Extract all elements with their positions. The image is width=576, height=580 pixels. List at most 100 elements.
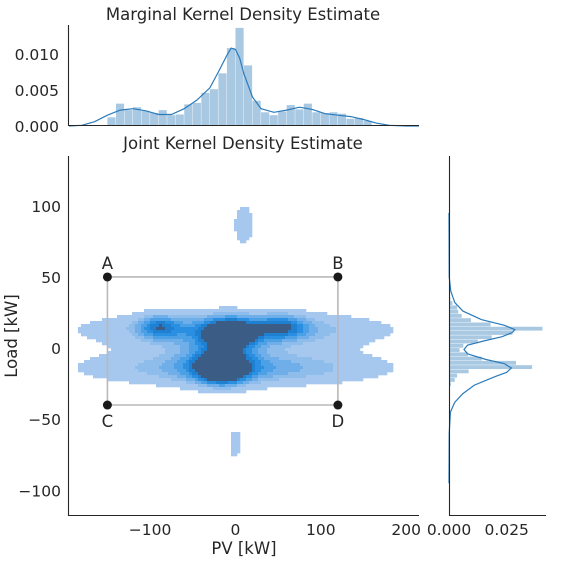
kde-contour-cell — [327, 336, 331, 340]
kde-contour-cell — [216, 321, 220, 325]
kde-contour-cell — [234, 369, 238, 373]
kde-contour-cell — [99, 333, 103, 337]
kde-contour-cell — [342, 360, 346, 364]
kde-contour-cell — [192, 330, 196, 334]
kde-contour-cell — [117, 330, 121, 334]
kde-contour-cell — [114, 321, 118, 325]
marginal-y-bar — [449, 356, 482, 361]
kde-contour-cell — [111, 321, 115, 325]
kde-contour-cell — [330, 354, 334, 358]
marginal-y-bar — [449, 352, 468, 357]
kde-contour-cell — [294, 363, 298, 367]
kde-contour-cell — [261, 366, 265, 370]
kde-contour-cell — [240, 315, 244, 319]
kde-contour-cell — [228, 309, 232, 313]
kde-contour-cell — [171, 324, 175, 328]
kde-contour-cell — [360, 372, 364, 376]
kde-contour-cell — [147, 342, 151, 346]
kde-contour-cell — [99, 339, 103, 343]
kde-contour-cell — [234, 357, 238, 361]
kde-contour-cell — [210, 357, 214, 361]
kde-contour-cell — [252, 378, 256, 382]
kde-contour-cell — [345, 357, 349, 361]
kde-contour-cell — [249, 375, 253, 379]
kde-contour-cell — [198, 345, 202, 349]
kde-contour-cell — [288, 336, 292, 340]
marginal-x-bar — [175, 114, 184, 126]
kde-contour-cell — [315, 360, 319, 364]
kde-contour-cell — [126, 357, 130, 361]
kde-contour-cell — [252, 315, 256, 319]
kde-contour-cell — [102, 336, 106, 340]
kde-contour-cell — [234, 324, 238, 328]
kde-contour-cell — [291, 333, 295, 337]
kde-contour-cell — [267, 321, 271, 325]
kde-contour-cell — [219, 360, 223, 364]
kde-contour-cell — [291, 327, 295, 331]
kde-contour-cell — [261, 336, 265, 340]
kde-contour-cell — [108, 345, 112, 349]
kde-contour-cell — [135, 345, 139, 349]
joint-xtick-label: −100 — [129, 521, 172, 539]
kde-contour-cell — [186, 336, 190, 340]
kde-contour-cell — [120, 354, 124, 358]
kde-contour-cell — [234, 441, 238, 445]
kde-contour-cell — [156, 369, 160, 373]
kde-contour-cell — [147, 381, 151, 385]
marginal-y-bar — [449, 322, 491, 327]
kde-contour-cell — [102, 333, 106, 337]
kde-contour-cell — [132, 354, 136, 358]
kde-contour-cell — [330, 360, 334, 364]
kde-contour-cell — [288, 378, 292, 382]
kde-contour-cell — [384, 324, 388, 328]
kde-contour-cell — [261, 384, 265, 388]
kde-contour-cell — [168, 339, 172, 343]
kde-contour-cell — [198, 363, 202, 367]
kde-contour-cell — [246, 384, 250, 388]
kde-contour-cell — [174, 366, 178, 370]
kde-contour-cell — [174, 333, 178, 337]
kde-contour-cell — [177, 342, 181, 346]
kde-contour-cell — [312, 330, 316, 334]
kde-contour-cell — [333, 372, 337, 376]
kde-contour-cell — [351, 333, 355, 337]
kde-contour-cell — [360, 378, 364, 382]
kde-contour-cell — [153, 315, 157, 319]
kde-contour-cell — [162, 333, 166, 337]
kde-contour-cell — [240, 357, 244, 361]
kde-contour-cell — [87, 327, 91, 331]
kde-contour-cell — [150, 342, 154, 346]
kde-contour-cell — [303, 378, 307, 382]
kde-contour-cell — [312, 357, 316, 361]
kde-contour-cell — [237, 336, 241, 340]
kde-contour-cell — [324, 348, 328, 352]
kde-contour-cell — [279, 309, 283, 313]
kde-contour-cell — [348, 342, 352, 346]
kde-contour-cell — [177, 381, 181, 385]
kde-contour-cell — [291, 366, 295, 370]
joint-xticks: −100 0 100 200 — [129, 521, 421, 539]
kde-contour-cell — [159, 318, 163, 322]
kde-contour-cell — [312, 339, 316, 343]
kde-contour-cell — [270, 315, 274, 319]
kde-contour-cell — [291, 354, 295, 358]
kde-contour-cell — [237, 360, 241, 364]
kde-contour-cell — [150, 381, 154, 385]
kde-contour-cell — [360, 327, 364, 331]
kde-contour-cell — [372, 369, 376, 373]
kde-contour-cell — [165, 378, 169, 382]
kde-contour-cell — [360, 357, 364, 361]
kde-contour-cell — [150, 309, 154, 313]
kde-contour-cell — [360, 318, 364, 322]
kde-contour-cell — [288, 384, 292, 388]
kde-contour-cell — [243, 348, 247, 352]
kde-contour-cell — [276, 339, 280, 343]
kde-contour-cell — [120, 336, 124, 340]
kde-contour-cell — [279, 360, 283, 364]
kde-contour-cell — [294, 339, 298, 343]
kde-contour-cell — [273, 378, 277, 382]
kde-contour-cell — [120, 324, 124, 328]
kde-contour-cell — [159, 384, 163, 388]
kde-contour-cell — [192, 312, 196, 316]
kde-contour-cell — [201, 345, 205, 349]
